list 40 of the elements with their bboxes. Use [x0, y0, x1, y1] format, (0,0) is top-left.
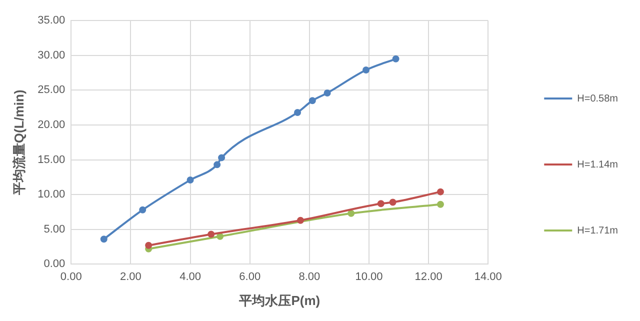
- y-tick-label: 15.00: [38, 154, 66, 166]
- point: [377, 200, 384, 208]
- x-tick-label: 8.00: [298, 270, 320, 283]
- point: [296, 216, 304, 224]
- x-tick-label: 0.00: [60, 270, 82, 283]
- y-axis-title: 平均流量Q(L/min): [11, 90, 26, 196]
- y-tick-label: 25.00: [38, 84, 66, 96]
- point: [139, 206, 146, 214]
- x-tick-label: 2.00: [120, 270, 142, 283]
- point: [348, 210, 355, 217]
- point: [145, 242, 152, 249]
- y-tick-label: 0.00: [44, 258, 66, 270]
- point: [216, 232, 224, 240]
- point: [324, 89, 331, 96]
- point: [392, 55, 400, 62]
- point: [294, 108, 302, 116]
- x-tick-label: 14.00: [474, 270, 502, 283]
- point: [362, 66, 370, 74]
- point: [214, 161, 221, 168]
- x-tick-label: 4.00: [180, 270, 201, 283]
- point: [308, 97, 316, 104]
- x-tick-label: 6.00: [239, 270, 261, 283]
- y-tick-label: 30.00: [38, 49, 66, 62]
- y-tick-label: 10.00: [38, 188, 66, 201]
- x-tick-label: 10.00: [355, 270, 383, 283]
- point: [436, 188, 444, 196]
- y-tick-label: 20.00: [38, 119, 66, 132]
- legend-label: H=1.14m: [577, 159, 618, 170]
- point: [218, 154, 226, 162]
- x-axis-title: 平均水压P(m): [238, 292, 320, 308]
- point: [186, 176, 194, 184]
- legend-label: H=0.58m: [577, 93, 618, 104]
- point: [208, 230, 215, 238]
- y-tick-label: 35.00: [38, 14, 66, 27]
- point: [389, 198, 396, 206]
- x-tick-label: 12.00: [414, 270, 442, 283]
- y-tick-label: 5.00: [44, 223, 66, 236]
- legend-label: H=1.71m: [577, 225, 618, 236]
- point: [100, 236, 108, 243]
- point: [436, 200, 444, 208]
